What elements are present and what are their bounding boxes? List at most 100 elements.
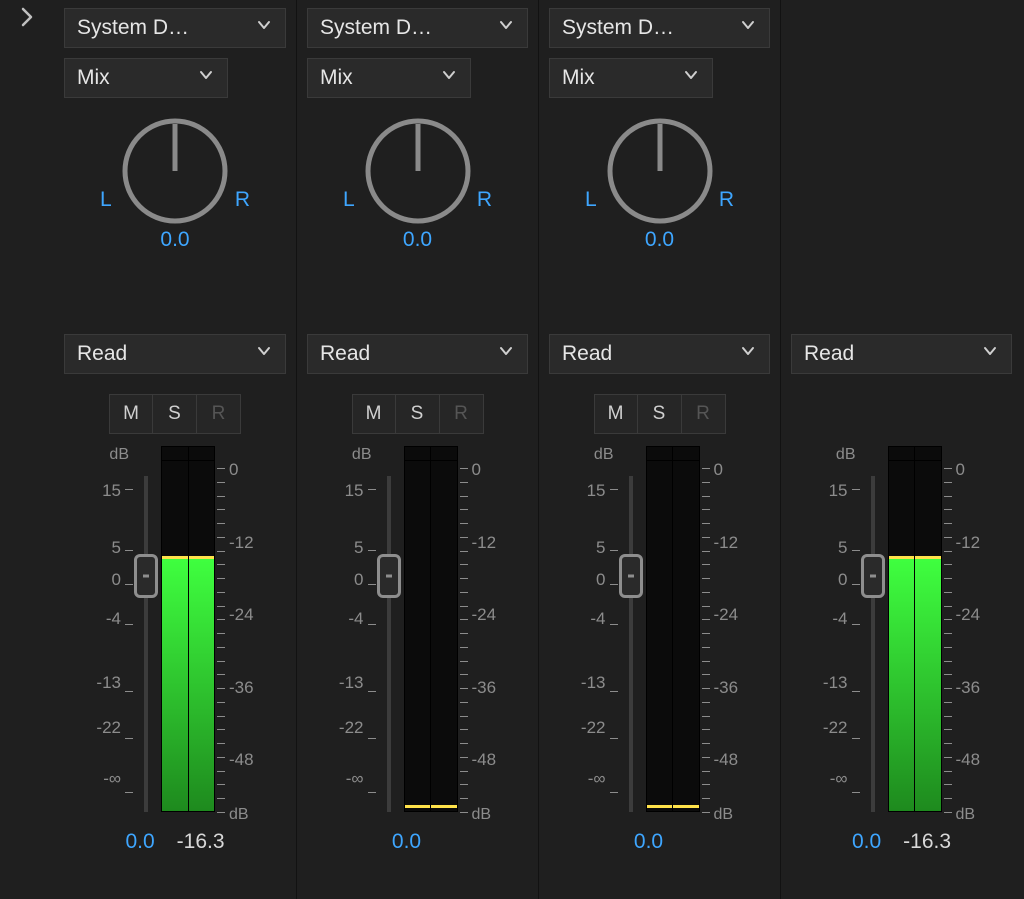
send-dropdown[interactable]: Mix [307,58,471,98]
meter-bar [430,461,457,811]
audio-mixer-panel: System D…MixLR0.0ReadMSRdB1550-4-13-22-∞… [0,0,1024,899]
readout-row: 0.0-16.3 [791,830,1012,854]
pan-knob[interactable] [120,116,230,226]
automation-dropdown[interactable]: Read [791,334,1012,374]
fader-value[interactable]: 0.0 [392,830,421,854]
expand-panel-icon[interactable] [20,6,34,34]
fader-track [871,476,875,812]
fader-meter-block: dB1550-4-13-22-∞0-12-24-36-48dB [791,440,1012,820]
fader-tick-label: -∞ [103,769,121,789]
fader-tick-label: -22 [339,718,364,738]
automation-label: Read [77,342,127,366]
clip-indicator [888,446,942,460]
meter-tick-label: -24 [714,605,739,625]
pan-section: LR0.0 [549,108,770,280]
meter-tick-label: -12 [472,533,497,553]
send-label: Mix [320,66,353,90]
fader-grid: dB1550-4-13-22-∞0-12-24-36-48dB [816,446,988,820]
automation-dropdown[interactable]: Read [64,334,286,374]
fader-tick-marks [366,476,376,812]
pan-knob[interactable] [363,116,473,226]
pan-right-label: R [235,188,250,212]
fader-tick-marks [850,476,860,812]
volume-fader[interactable] [376,446,402,820]
meter-peak-line [915,556,941,559]
mute-button[interactable]: M [352,394,396,434]
pan-knob[interactable] [605,116,715,226]
volume-fader[interactable] [860,446,886,820]
meter-unit-label: dB [472,806,492,824]
output-dropdown[interactable]: System D… [549,8,770,48]
meter-peak-line [431,805,457,808]
meter-peak-line [189,556,215,559]
fader-thumb[interactable] [861,554,885,598]
fader-value[interactable]: 0.0 [852,830,881,854]
solo-button[interactable]: S [638,394,682,434]
msr-spacer [791,384,1012,440]
meter-tick-label: 0 [956,460,965,480]
meter-bar [647,461,673,811]
meter-fill [889,559,915,811]
meter-frame [646,460,700,812]
fader-tick-label: -22 [581,718,606,738]
meter-peak-line [889,556,915,559]
level-meter [161,446,215,820]
solo-button[interactable]: S [153,394,197,434]
mute-button[interactable]: M [109,394,153,434]
spacer [64,280,286,334]
solo-button[interactable]: S [396,394,440,434]
chevron-down-icon [981,342,999,366]
fader-thumb[interactable] [377,554,401,598]
send-label: Mix [77,66,110,90]
meter-bar [889,461,915,811]
fader-grid: dB1550-4-13-22-∞0-12-24-36-48dB [574,446,746,820]
fader-tick-label: -∞ [346,769,364,789]
fader-tick-label: -13 [581,673,606,693]
fader-tick-label: -∞ [588,769,606,789]
volume-fader[interactable] [618,446,644,820]
send-dropdown[interactable]: Mix [549,58,713,98]
automation-label: Read [562,342,612,366]
meter-tick-label: -48 [472,750,497,770]
fader-meter-block: dB1550-4-13-22-∞0-12-24-36-48dB [307,440,528,820]
fader-track [629,476,633,812]
fader-thumb[interactable] [134,554,158,598]
meter-frame [404,460,458,812]
mute-button[interactable]: M [594,394,638,434]
output-label: System D… [320,16,432,40]
meter-tick-label: -24 [229,605,254,625]
fader-value[interactable]: 0.0 [634,830,663,854]
fader-scale: dB1550-4-13-22-∞ [332,446,376,820]
meter-fill [162,559,188,811]
fader-grid: dB1550-4-13-22-∞0-12-24-36-48dB [332,446,504,820]
fader-tick-label: 5 [838,538,847,558]
pan-right-label: R [477,188,492,212]
output-dropdown[interactable]: System D… [64,8,286,48]
output-dropdown[interactable]: System D… [307,8,528,48]
meter-tick-label: -12 [714,533,739,553]
send-dropdown[interactable]: Mix [64,58,228,98]
record-button: R [682,394,726,434]
fader-scale: dB1550-4-13-22-∞ [89,446,133,820]
fader-thumb[interactable] [619,554,643,598]
pan-section: LR0.0 [307,108,528,280]
automation-dropdown[interactable]: Read [549,334,770,374]
meter-tick-label: -48 [956,750,981,770]
fader-tick-label: 5 [596,538,605,558]
fader-tick-label: 15 [829,481,848,501]
fader-tick-marks [123,476,133,812]
chevron-down-icon [739,16,757,40]
meter-bar [188,461,215,811]
pan-left-label: L [343,188,355,212]
record-button: R [197,394,241,434]
volume-fader[interactable] [133,446,159,820]
fader-value[interactable]: 0.0 [125,830,154,854]
output-label: System D… [562,16,674,40]
spacer [549,280,770,334]
record-button: R [440,394,484,434]
meter-tick-label: -24 [472,605,497,625]
meter-fill [915,559,941,811]
fader-unit-label: dB [836,446,856,464]
automation-dropdown[interactable]: Read [307,334,528,374]
chevron-down-icon [497,16,515,40]
